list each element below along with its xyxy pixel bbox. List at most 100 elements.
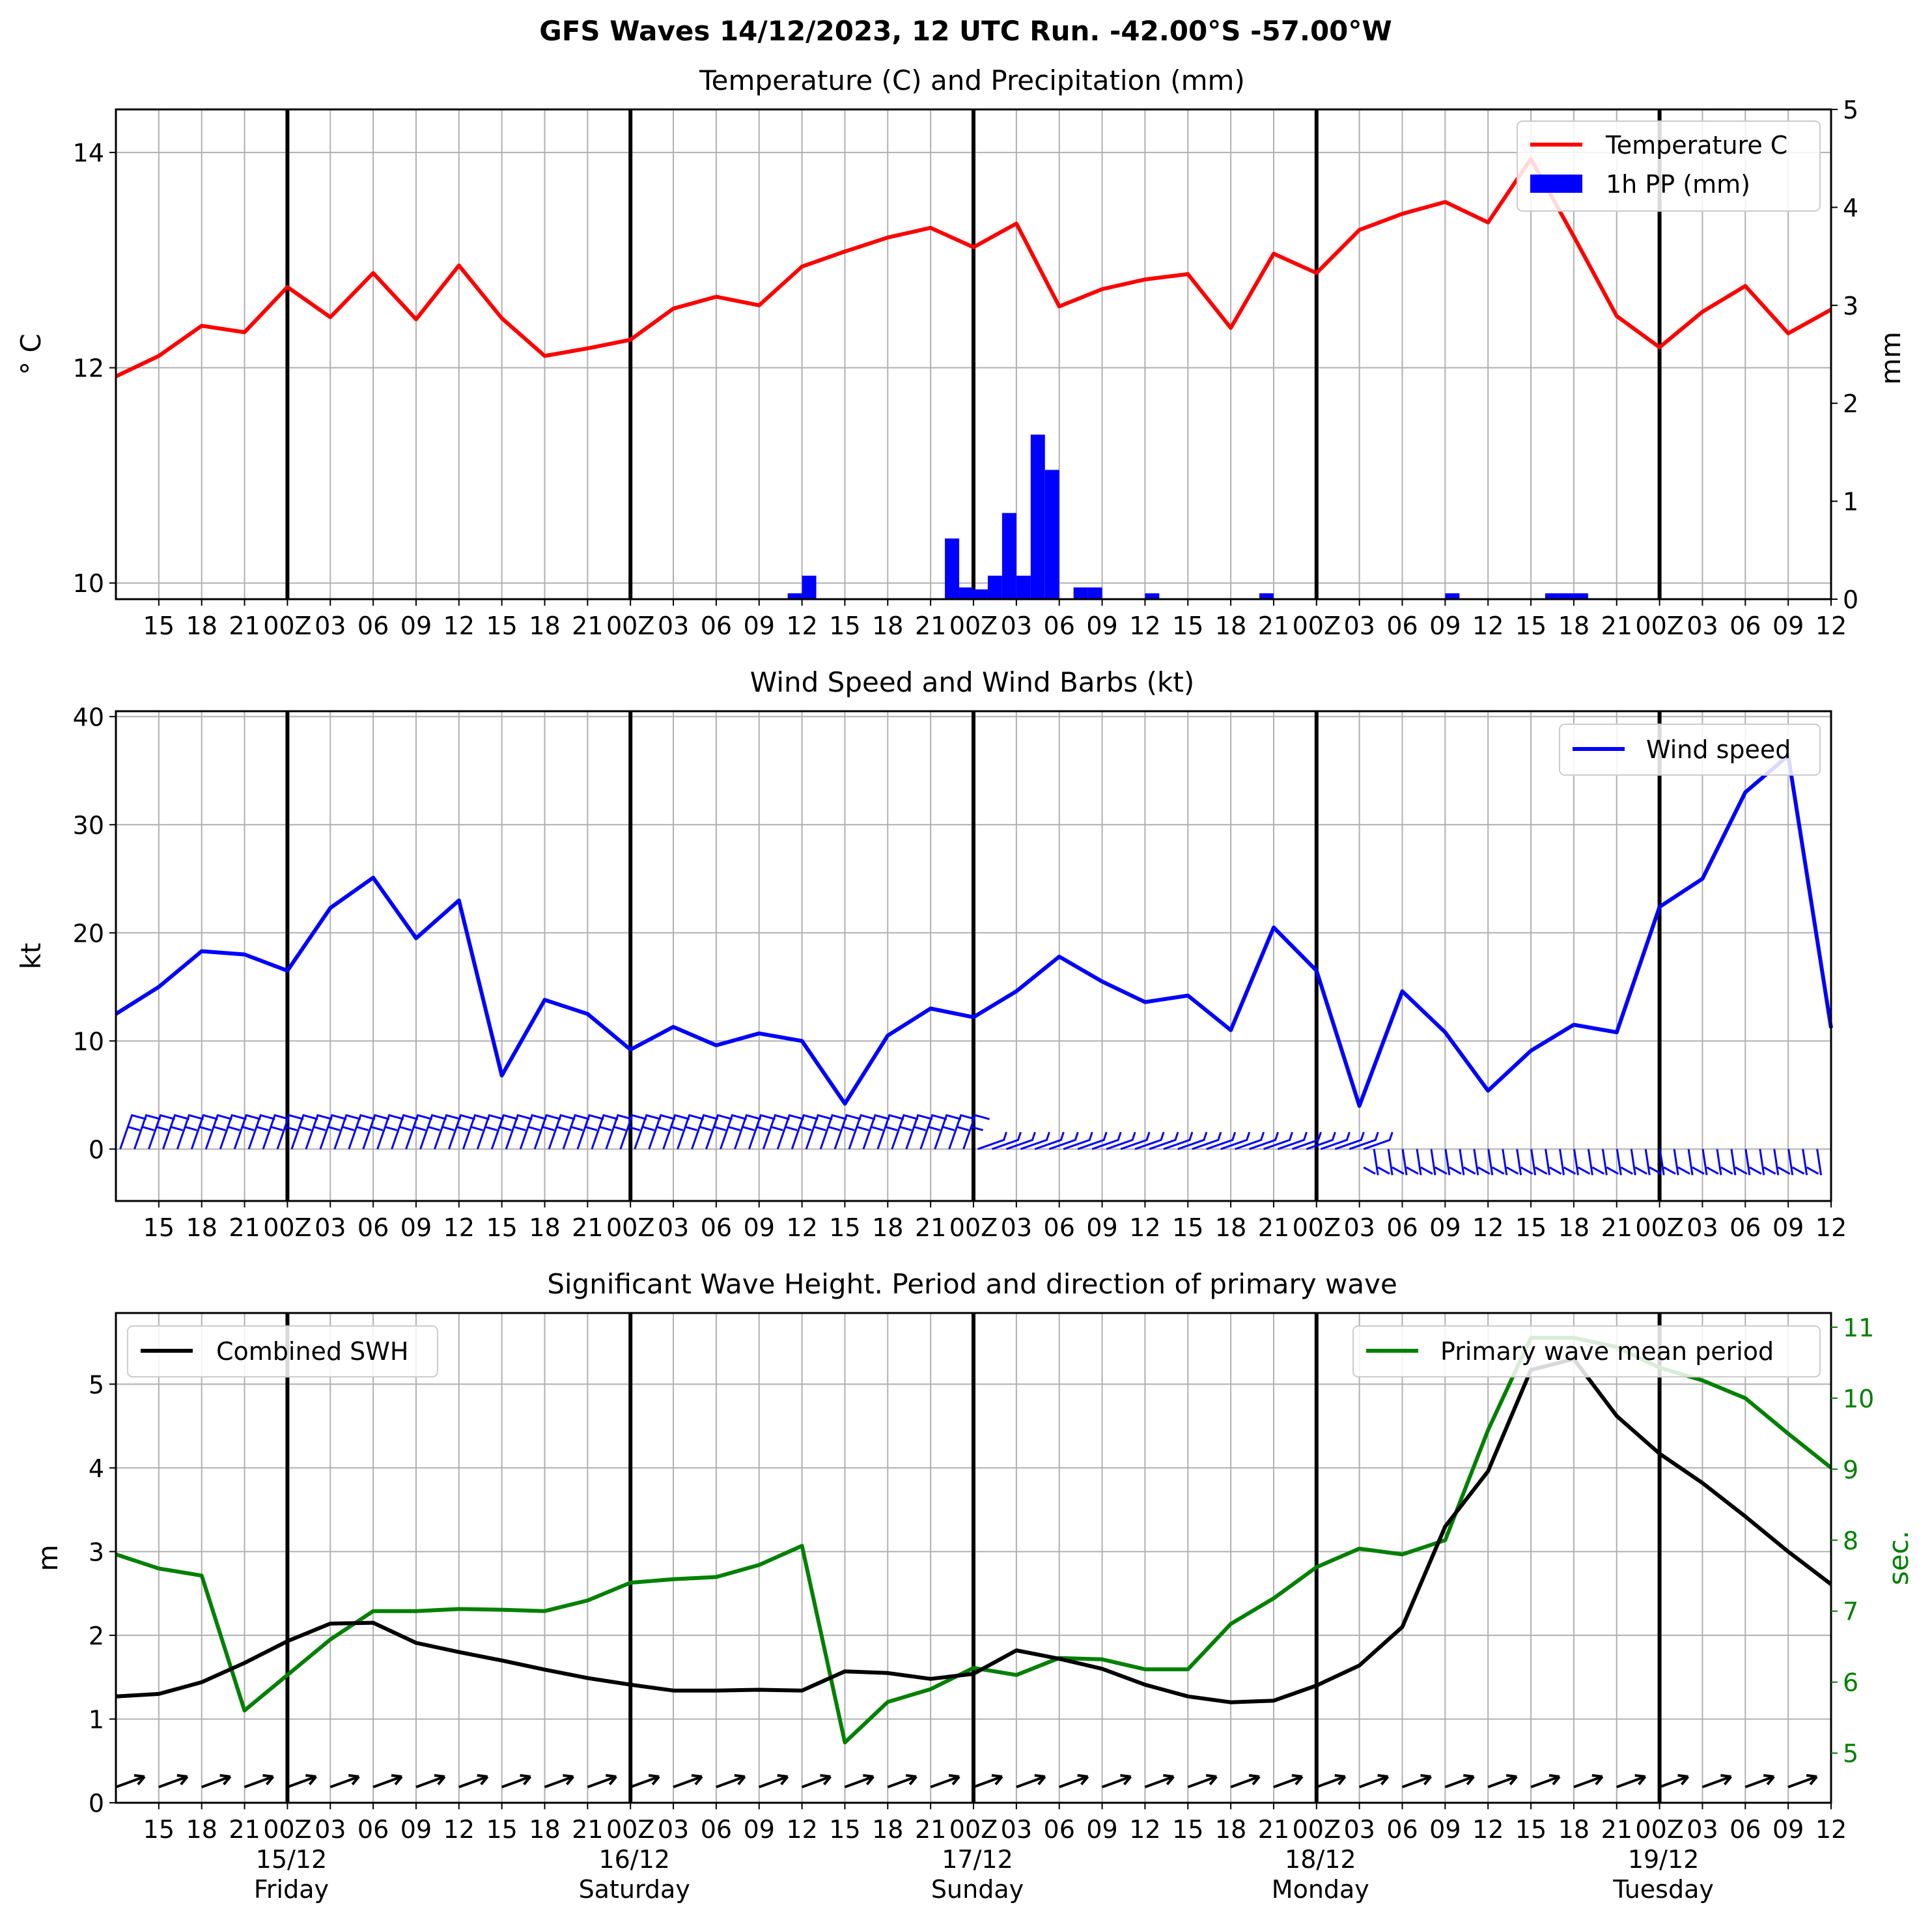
y2-tick-label: 7 [1843, 1598, 1858, 1626]
wind-barb [1392, 1149, 1408, 1176]
wind-barb [348, 1114, 376, 1150]
wind-barb [919, 1114, 947, 1150]
wave-arrow [1058, 1773, 1089, 1788]
x-tick-label: 06 [357, 612, 389, 640]
temperature-legend: Temperature C 1h PP (mm) [1517, 120, 1821, 212]
x-tick-label: 21 [572, 612, 603, 640]
x-tick-label: 18 [186, 612, 217, 640]
x-tick-label: 21 [915, 1213, 946, 1242]
x-tick-label: 12 [1472, 1213, 1504, 1242]
y-tick-label: 5 [89, 1370, 104, 1399]
wind-barb [1377, 1149, 1393, 1176]
wind-barb [1749, 1149, 1765, 1176]
day-date-label: 15/12 [256, 1845, 328, 1874]
x-tick-label: 15 [829, 1213, 860, 1242]
wind-barb [204, 1114, 232, 1150]
x-tick-label: 00Z [949, 612, 998, 640]
precip-bar [1016, 575, 1031, 599]
precip-bar [1445, 593, 1460, 599]
x-tick-label: 03 [658, 1815, 689, 1844]
y-tick-label: 2 [89, 1622, 104, 1650]
x-tick-label: 00Z [606, 612, 654, 640]
wind-barb [891, 1114, 919, 1150]
x-tick-label: 15 [143, 1213, 175, 1242]
x-tick-label: 06 [1386, 1815, 1418, 1844]
wave-arrow [1616, 1773, 1647, 1788]
x-tick-label: 15 [143, 612, 175, 640]
wave-arrow [1701, 1773, 1732, 1788]
wind-barb [648, 1114, 676, 1150]
wind-barb [705, 1114, 733, 1150]
x-tick-label: 06 [1386, 612, 1418, 640]
wind-barb [791, 1114, 819, 1150]
x-tick-label: 18 [529, 1815, 560, 1844]
x-tick-label: 18 [1558, 1213, 1589, 1242]
precip-bar [1001, 513, 1016, 599]
x-tick-label: 03 [1687, 1815, 1718, 1844]
wind-barb [1620, 1149, 1636, 1176]
x-tick-label: 00Z [263, 1213, 311, 1242]
wind-barb [1477, 1149, 1494, 1176]
x-tick-label: 00Z [263, 1815, 311, 1844]
wind-barb [1349, 1131, 1379, 1150]
wind-barb [762, 1114, 790, 1150]
wind-barb [862, 1114, 890, 1150]
wind-y-label: kt [15, 943, 47, 970]
wind-barb [805, 1114, 833, 1150]
day-name-label: Friday [254, 1875, 329, 1904]
x-tick-label: 00Z [1635, 612, 1683, 640]
wind-barb [1235, 1131, 1265, 1150]
wind-barb [133, 1114, 161, 1150]
wind-barb [1320, 1131, 1351, 1150]
wind-barb [176, 1114, 204, 1150]
x-tick-label: 15 [1515, 1815, 1547, 1844]
wind-barb [1406, 1149, 1422, 1176]
wind-barb [1363, 1149, 1379, 1176]
x-tick-label: 09 [1772, 612, 1804, 640]
y-tick-label: 20 [73, 919, 104, 948]
wave-arrow [458, 1773, 489, 1788]
wave-arrow [844, 1773, 875, 1788]
wind-barb [1163, 1131, 1194, 1150]
wind-barb [1720, 1149, 1737, 1176]
precip-bar [959, 587, 973, 599]
y2-tick-label: 6 [1843, 1669, 1858, 1697]
x-tick-label: 00Z [263, 612, 311, 640]
x-tick-label: 21 [229, 1213, 260, 1242]
wave-arrow [1573, 1773, 1604, 1788]
x-tick-label: 12 [1472, 1815, 1504, 1844]
precip-bar [1145, 593, 1160, 599]
wind-barb [1106, 1131, 1136, 1150]
wind-barb [219, 1114, 247, 1150]
x-tick-label: 03 [1343, 1213, 1375, 1242]
x-tick-label: 06 [1044, 1213, 1075, 1242]
wind-barb [1505, 1149, 1522, 1176]
x-tick-label: 03 [1687, 1213, 1718, 1242]
y2-tick-label: 4 [1843, 193, 1858, 222]
x-tick-label: 00Z [1293, 1815, 1341, 1844]
x-tick-label: 12 [786, 1815, 817, 1844]
wind-legend: Wind speed [1559, 724, 1821, 776]
day-date-label: 18/12 [1285, 1845, 1356, 1874]
x-tick-label: 18 [872, 612, 903, 640]
legend-period-label: Primary wave mean period [1440, 1337, 1774, 1366]
wind-speed-line [115, 754, 1833, 1108]
wave-arrow [501, 1773, 532, 1788]
wave-arrow [1358, 1773, 1390, 1788]
x-tick-label: 18 [186, 1213, 217, 1242]
x-tick-label: 03 [315, 1815, 346, 1844]
period-y-label: sec. [1883, 1531, 1914, 1585]
x-tick-label: 21 [1258, 612, 1289, 640]
wind-barb [591, 1114, 619, 1150]
x-tick-label: 18 [1558, 612, 1589, 640]
wave-arrow [1444, 1773, 1475, 1788]
wind-barb [1063, 1131, 1093, 1150]
wind-x-axis: 15 18 21 00Z 03 06 09 12 15 18 21 00Z 03 06 09 12 15 18 21… [143, 1201, 1847, 1242]
temperature-y-label: ° C [15, 333, 47, 375]
wind-barb [1334, 1131, 1365, 1150]
wind-barb [1177, 1131, 1208, 1150]
wave-arrow [372, 1773, 403, 1788]
wave-arrow [1530, 1773, 1561, 1788]
wave-arrow [973, 1773, 1003, 1788]
